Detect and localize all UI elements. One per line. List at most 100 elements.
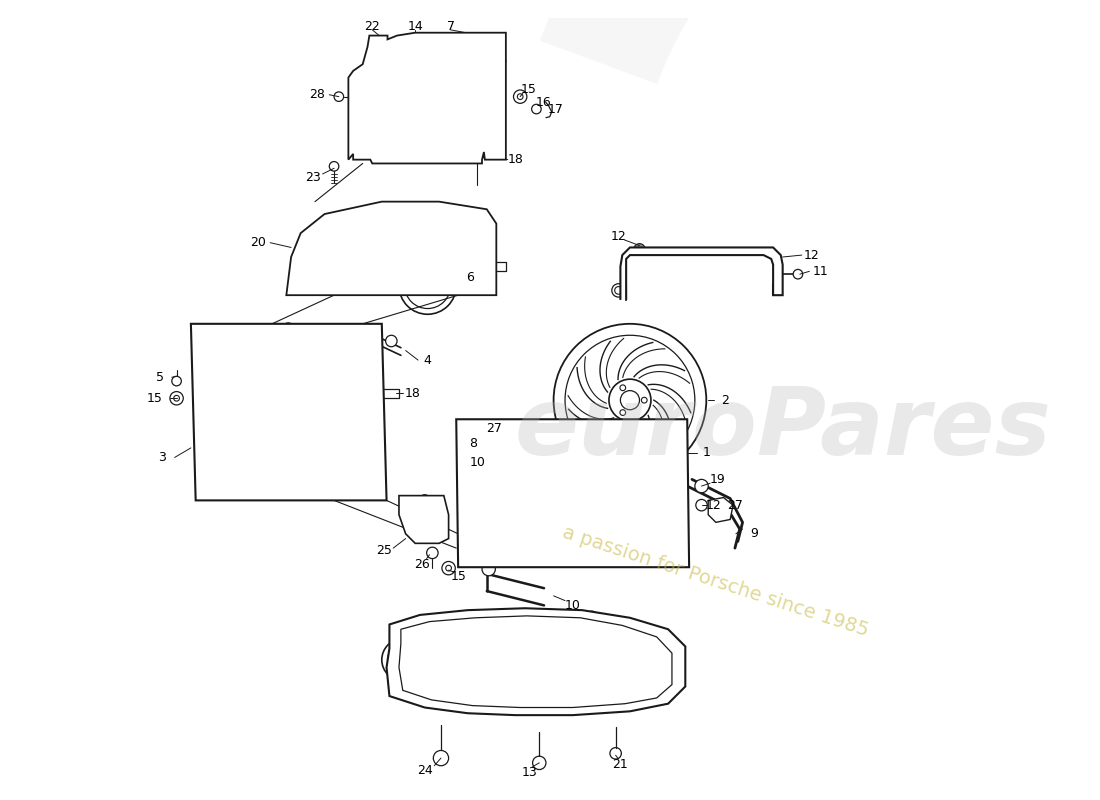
Text: 11: 11 — [813, 265, 828, 278]
Circle shape — [634, 244, 646, 255]
Text: 12: 12 — [803, 249, 820, 262]
Text: 27: 27 — [727, 498, 742, 512]
Text: 26: 26 — [414, 558, 430, 571]
Circle shape — [481, 462, 488, 469]
Text: 22: 22 — [364, 19, 381, 33]
Circle shape — [477, 279, 487, 289]
Circle shape — [196, 329, 206, 338]
Circle shape — [227, 350, 350, 474]
Polygon shape — [456, 419, 689, 567]
Circle shape — [585, 611, 598, 625]
Circle shape — [174, 395, 179, 401]
Circle shape — [278, 402, 298, 421]
Text: a passion for Porsche since 1985: a passion for Porsche since 1985 — [560, 523, 871, 640]
Circle shape — [793, 270, 803, 279]
Text: 18: 18 — [507, 153, 524, 166]
Circle shape — [410, 38, 420, 47]
Text: 15: 15 — [520, 83, 537, 97]
Text: 2: 2 — [722, 394, 729, 406]
Circle shape — [672, 425, 683, 437]
Text: 23: 23 — [305, 171, 321, 184]
Circle shape — [620, 385, 626, 390]
Text: 20: 20 — [250, 236, 265, 249]
Circle shape — [367, 485, 377, 494]
Text: 1: 1 — [703, 446, 711, 459]
Text: 18: 18 — [405, 387, 420, 400]
Circle shape — [415, 510, 434, 529]
Circle shape — [329, 162, 339, 171]
Circle shape — [477, 458, 493, 473]
Circle shape — [169, 391, 184, 405]
Text: 21: 21 — [613, 758, 628, 771]
Text: 24: 24 — [417, 764, 432, 777]
Circle shape — [553, 324, 706, 477]
Text: 5: 5 — [156, 370, 164, 384]
Circle shape — [420, 514, 429, 524]
Circle shape — [581, 426, 596, 442]
Circle shape — [531, 104, 541, 114]
Circle shape — [696, 499, 707, 511]
Circle shape — [615, 286, 623, 294]
Circle shape — [585, 430, 593, 438]
Text: 4: 4 — [424, 354, 431, 366]
Circle shape — [609, 747, 622, 759]
Polygon shape — [708, 498, 733, 522]
Circle shape — [383, 40, 393, 50]
Circle shape — [532, 756, 546, 770]
Circle shape — [565, 335, 695, 465]
Text: 19: 19 — [710, 473, 726, 486]
Text: 17: 17 — [548, 102, 563, 115]
Text: 10: 10 — [564, 599, 581, 612]
Circle shape — [517, 94, 522, 99]
Circle shape — [609, 379, 651, 421]
Circle shape — [695, 479, 708, 493]
Text: 13: 13 — [521, 766, 538, 779]
Text: 25: 25 — [376, 545, 392, 558]
Text: 12: 12 — [706, 498, 722, 512]
Circle shape — [283, 323, 294, 334]
Circle shape — [334, 92, 343, 102]
Text: 3: 3 — [158, 451, 166, 464]
Polygon shape — [620, 247, 783, 300]
Circle shape — [612, 284, 625, 297]
Circle shape — [462, 550, 473, 562]
Circle shape — [433, 750, 449, 766]
Circle shape — [382, 638, 424, 681]
Circle shape — [442, 562, 455, 575]
Circle shape — [367, 329, 377, 338]
Circle shape — [399, 257, 456, 314]
Text: 14: 14 — [407, 19, 424, 33]
Text: 12: 12 — [610, 230, 626, 242]
Text: 9: 9 — [750, 527, 758, 540]
Circle shape — [427, 547, 438, 558]
Text: 7: 7 — [447, 19, 454, 33]
Text: 27: 27 — [486, 422, 503, 435]
Circle shape — [514, 90, 527, 103]
Text: 10: 10 — [470, 456, 485, 469]
Polygon shape — [191, 324, 386, 500]
Circle shape — [267, 390, 309, 433]
Polygon shape — [386, 608, 685, 715]
Text: 15: 15 — [450, 570, 466, 583]
Circle shape — [212, 335, 364, 488]
Circle shape — [419, 494, 430, 506]
Text: 28: 28 — [309, 88, 324, 102]
Circle shape — [196, 485, 206, 494]
Circle shape — [641, 398, 647, 403]
Circle shape — [672, 550, 683, 562]
Circle shape — [405, 262, 451, 309]
Circle shape — [386, 335, 397, 346]
Circle shape — [462, 425, 473, 437]
Circle shape — [302, 282, 312, 292]
Circle shape — [620, 390, 639, 410]
Circle shape — [620, 410, 626, 415]
Text: 16: 16 — [536, 96, 552, 109]
Circle shape — [446, 566, 451, 571]
Polygon shape — [349, 33, 506, 163]
Circle shape — [387, 206, 395, 213]
Circle shape — [469, 611, 482, 625]
Polygon shape — [399, 496, 449, 543]
Text: 6: 6 — [465, 271, 473, 285]
Text: 8: 8 — [470, 437, 477, 450]
Circle shape — [482, 562, 495, 576]
